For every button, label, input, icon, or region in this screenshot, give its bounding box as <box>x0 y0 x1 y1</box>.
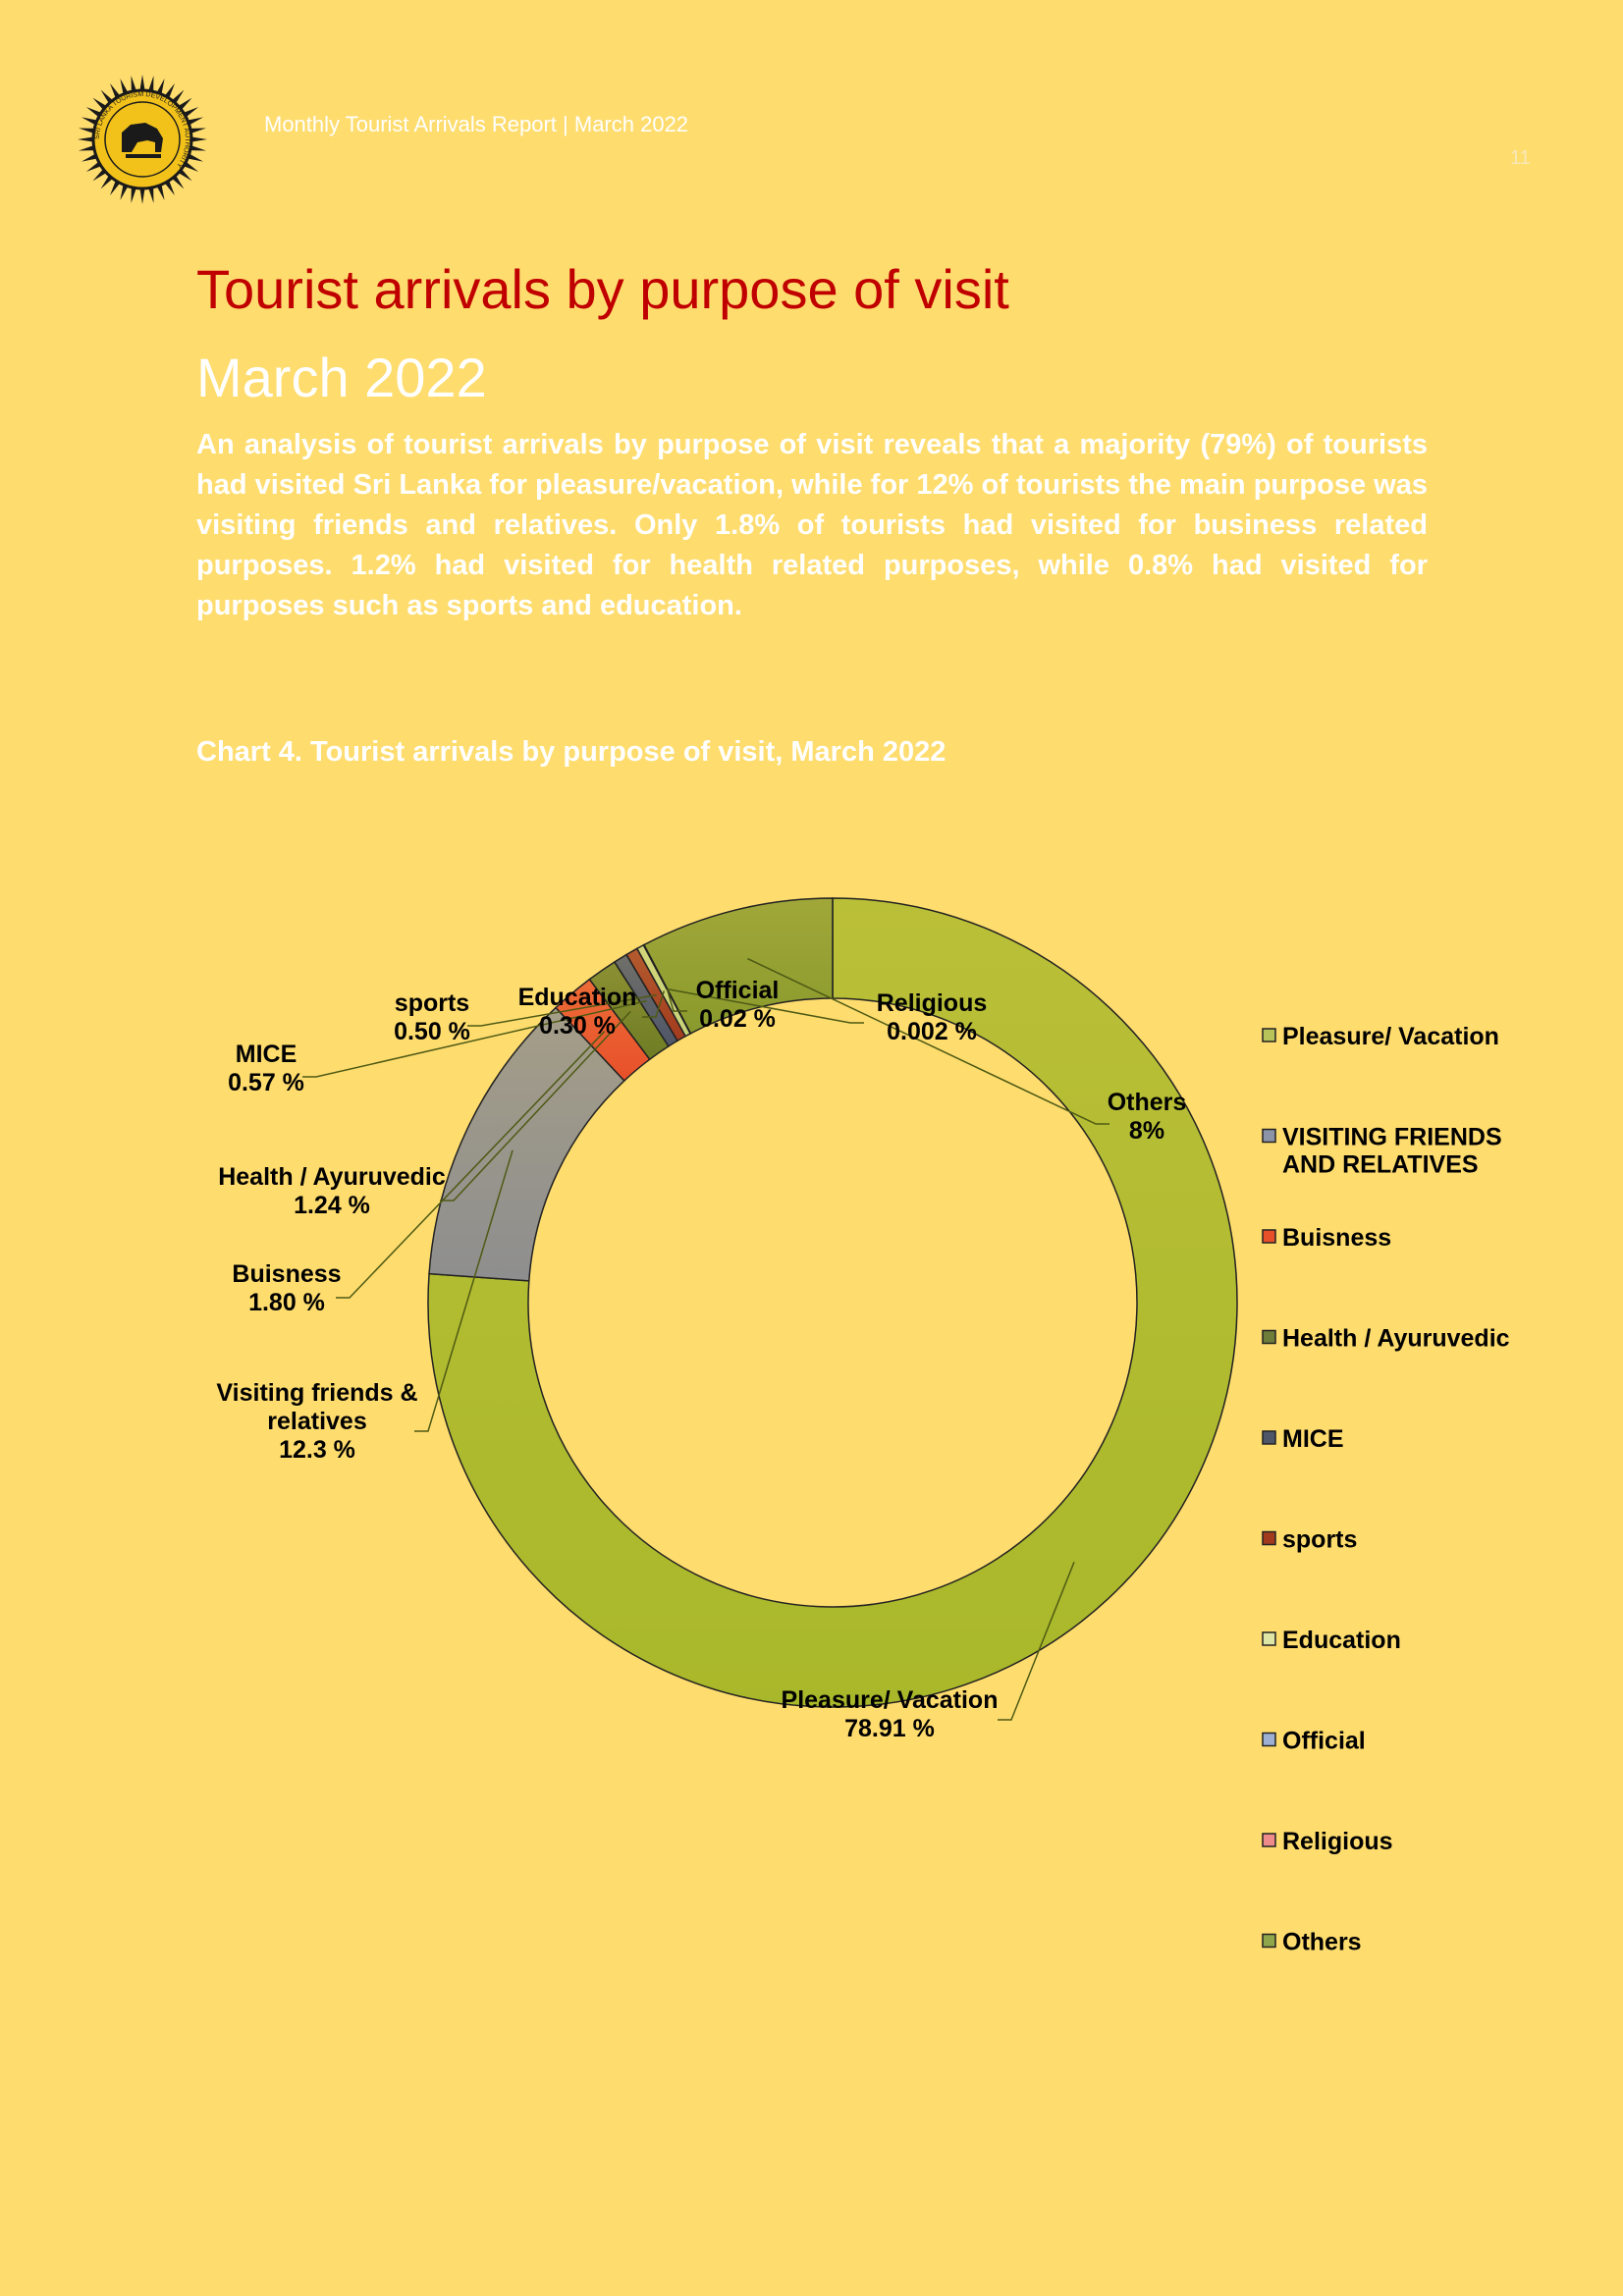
legend-swatch <box>1262 1530 1276 1546</box>
legend-swatch <box>1262 1732 1276 1747</box>
report-header-title: Monthly Tourist Arrivals Report | March … <box>264 112 689 136</box>
legend-swatch <box>1262 1933 1276 1949</box>
data-label-visiting-friends-relatives: Visiting friends & relatives 12.3 % <box>216 1379 417 1464</box>
leader-line-visiting-friends-relatives <box>414 1149 514 1432</box>
legend-item-religious: Religious <box>1262 1828 1393 1855</box>
legend-item-sports: sports <box>1262 1526 1357 1554</box>
slice-others <box>642 897 834 1035</box>
leader-line-education <box>642 990 666 1018</box>
intro-paragraph: An analysis of tourist arrivals by purpo… <box>196 429 1428 621</box>
leader-line-health-ayuruvedic <box>440 1010 631 1201</box>
legend-label: MICE <box>1282 1425 1344 1453</box>
legend-label: Religious <box>1282 1828 1393 1855</box>
legend-swatch <box>1262 1329 1276 1345</box>
legend-swatch <box>1262 1028 1276 1042</box>
leader-line-sports <box>467 993 657 1027</box>
leader-line-buisness <box>336 1031 606 1299</box>
legend-item-health-ayuruvedic: Health / Ayuruvedic <box>1262 1325 1510 1353</box>
legend-swatch <box>1262 1128 1276 1144</box>
data-label-health-ayuruvedic: Health / Ayuruvedic 1.24 % <box>218 1163 446 1219</box>
legend-label: Health / Ayuruvedic <box>1282 1325 1510 1353</box>
data-label-others: Others 8% <box>1108 1089 1187 1145</box>
data-label-pleasure-vacation: Pleasure/ Vacation 78.91 % <box>782 1686 999 1742</box>
legend-label: Official <box>1282 1728 1366 1755</box>
data-label-education: Education 0.30 % <box>518 984 637 1040</box>
legend-item-others: Others <box>1262 1929 1362 1956</box>
page-title: Tourist arrivals by purpose of visit <box>196 258 1009 320</box>
page-subtitle: March 2022 <box>196 347 487 408</box>
data-label-religious: Religious 0.002 % <box>877 989 988 1045</box>
leader-line-others <box>746 957 1109 1125</box>
data-label-buisness: Buisness 1.80 % <box>232 1260 341 1316</box>
legend-swatch <box>1262 1631 1276 1646</box>
leader-line-religious <box>667 988 864 1024</box>
legend-item-visiting-friends-and-relatives: VISITING FRIENDS AND RELATIVES <box>1262 1124 1502 1179</box>
legend-label: Buisness <box>1282 1224 1391 1252</box>
legend-swatch <box>1262 1430 1276 1445</box>
legend-item-official: Official <box>1262 1728 1366 1755</box>
legend-swatch <box>1262 1833 1276 1847</box>
legend-label: sports <box>1282 1526 1357 1554</box>
leader-line-pleasure-vacation <box>998 1561 1075 1721</box>
legend-item-education: Education <box>1262 1627 1401 1654</box>
legend-item-pleasure-vacation: Pleasure/ Vacation <box>1262 1023 1499 1050</box>
page-number: 11 <box>1510 147 1531 169</box>
legend-item-mice: MICE <box>1262 1425 1344 1453</box>
legend-item-buisness: Buisness <box>1262 1224 1391 1252</box>
legend-label: VISITING FRIENDS AND RELATIVES <box>1282 1124 1502 1179</box>
data-label-mice: MICE 0.57 % <box>228 1041 304 1096</box>
sltda-logo-seal: SRI LANKA TOURISM DEVELOPMENT AUTHORITY <box>78 75 207 204</box>
data-label-official: Official 0.02 % <box>696 977 780 1033</box>
leader-line-mice <box>302 999 647 1078</box>
legend-label: Pleasure/ Vacation <box>1282 1023 1499 1050</box>
leader-line-official <box>666 988 687 1012</box>
data-label-sports: sports 0.50 % <box>394 989 470 1045</box>
legend-label: Others <box>1282 1929 1362 1956</box>
slice-pleasure-vacation <box>427 897 1238 1708</box>
legend-swatch <box>1262 1229 1276 1244</box>
chart-caption: Chart 4. Tourist arrivals by purpose of … <box>196 736 947 768</box>
legend-label: Education <box>1282 1627 1401 1654</box>
